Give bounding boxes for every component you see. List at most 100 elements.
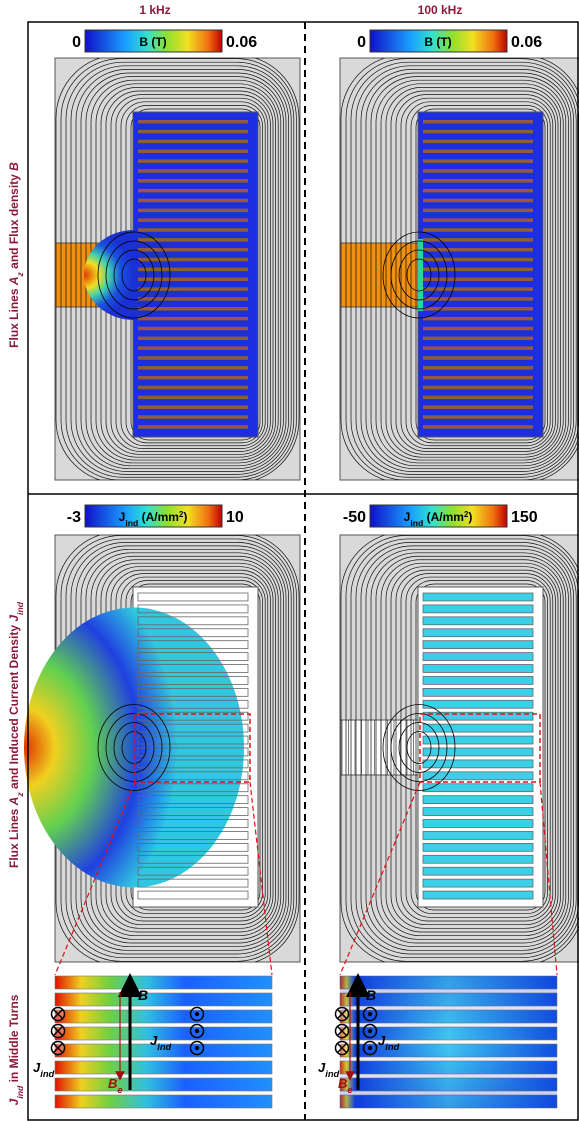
flux-line <box>375 555 567 940</box>
current-out <box>362 1040 378 1056</box>
coil-turn <box>138 375 248 380</box>
zoom-turn <box>54 1077 273 1092</box>
text-part: and Flux density <box>7 171 21 272</box>
induced-label: Jind <box>318 1060 340 1079</box>
flux-line <box>70 65 292 475</box>
coil-turn <box>137 652 249 661</box>
coil-turn <box>422 628 534 638</box>
flux-line <box>105 713 163 782</box>
text-part: e <box>347 1085 352 1095</box>
current-out <box>362 1006 378 1022</box>
coil-turn <box>423 179 533 183</box>
current-out <box>189 1023 205 1039</box>
coil-turn <box>138 257 248 262</box>
zoom-connector <box>249 781 273 976</box>
coil-turn <box>422 783 534 793</box>
coil-turn <box>422 831 534 840</box>
coil-turn <box>137 771 249 781</box>
flux-line <box>113 722 155 773</box>
coil-turn <box>137 664 249 673</box>
text-part: J <box>404 510 411 524</box>
coil-turn <box>137 866 249 876</box>
text-part: (A/mm <box>138 510 179 524</box>
coil-turn <box>423 316 533 321</box>
coil-turn <box>138 307 248 311</box>
row-label: Flux Lines Az and Flux density B <box>7 162 25 348</box>
text-part: in Middle Turns <box>7 994 21 1085</box>
row-label: Flux Lines Az and Induced Current Densit… <box>7 601 25 868</box>
coil-turn <box>423 208 533 213</box>
coil-turn <box>423 366 533 370</box>
current-out <box>189 1006 205 1022</box>
flux-line <box>400 573 554 922</box>
flux-line <box>105 240 163 310</box>
text-part: (A/mm <box>423 510 464 524</box>
zoom-turn <box>54 975 273 990</box>
flux-line <box>390 713 448 782</box>
flux-line <box>121 258 147 292</box>
text-part: z <box>15 271 25 277</box>
coil-turn <box>422 604 534 614</box>
coil-turn <box>137 747 249 757</box>
coil-turn <box>423 425 533 429</box>
coil-turn <box>422 795 534 805</box>
text-part: Flux Lines <box>7 805 21 868</box>
flux-line <box>370 76 569 467</box>
coil-turn <box>422 735 534 745</box>
coil-turn <box>422 866 534 876</box>
flux-line <box>400 97 554 449</box>
coil-turn <box>138 149 248 154</box>
coil-turn <box>137 687 249 697</box>
coil-turn <box>422 699 534 709</box>
coil-turn <box>423 287 533 291</box>
colorbar-min: 0 <box>357 34 366 51</box>
coil-turn <box>423 247 533 252</box>
colorbar-label: Jind (A/mm2) <box>119 510 188 529</box>
coil-turn <box>423 257 533 262</box>
flux-line <box>360 545 574 951</box>
coil-turn <box>138 346 248 350</box>
external-label: Be <box>338 1076 353 1095</box>
current-in <box>52 1042 64 1054</box>
coil-turn <box>422 759 534 769</box>
coil-turn <box>138 238 248 242</box>
coil-turn <box>422 664 534 673</box>
coil-turn <box>137 842 249 852</box>
coil-turn <box>138 405 248 409</box>
coil-turn <box>423 326 533 331</box>
coil-turn <box>137 676 249 685</box>
coil-turn <box>423 120 533 124</box>
text-part: ind <box>125 518 138 528</box>
column-title: 1 kHz <box>139 3 170 17</box>
flux-line <box>75 69 289 472</box>
text-part: ind <box>385 1042 399 1052</box>
coil-turn <box>137 831 249 840</box>
coil-turn <box>137 592 249 602</box>
flux-lines <box>340 535 579 962</box>
flux-line <box>398 249 440 301</box>
flux-line <box>406 258 432 292</box>
flux-line <box>405 101 551 447</box>
flux-line <box>80 72 287 470</box>
flux-line <box>395 94 556 452</box>
text-part: J <box>7 615 21 622</box>
flux-line <box>390 240 448 310</box>
current-in <box>336 1042 348 1054</box>
flux-line <box>55 58 300 480</box>
coil-turn <box>137 711 249 721</box>
coil-turn <box>422 616 534 626</box>
coil-turn <box>138 326 248 331</box>
coil-turn <box>138 139 248 144</box>
coil-turn <box>423 198 533 203</box>
coil-turn <box>138 297 248 301</box>
coil-turn <box>423 395 533 400</box>
colorbar-max: 150 <box>511 509 538 526</box>
colorbar-label: B (T) <box>424 35 451 49</box>
current-in <box>52 1008 64 1020</box>
flux-line <box>121 731 147 764</box>
flux-line <box>410 580 548 915</box>
coil-turn <box>422 819 534 828</box>
coil-turn <box>422 723 534 733</box>
current-out <box>367 1045 373 1051</box>
winding-flux <box>382 231 456 319</box>
